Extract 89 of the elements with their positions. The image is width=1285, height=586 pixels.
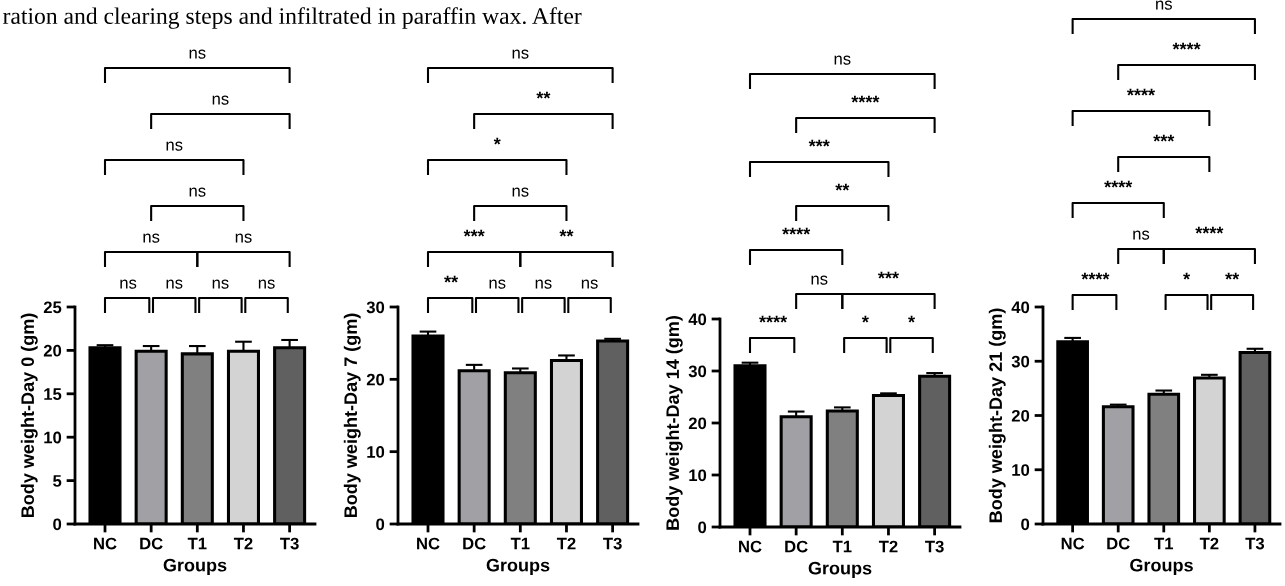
text: ns [489,279,506,289]
text: * [493,137,501,145]
x-tick-label: T1 [187,537,207,550]
text: ns [189,187,206,197]
x-tick-label: T2 [556,537,576,550]
text: *** [808,139,830,147]
x-axis-title: Groups [163,558,227,576]
text: ns [512,187,529,197]
y-tick-label: 40 [1011,301,1030,314]
y-tick-label: 15 [44,388,62,400]
text: ns [834,55,851,65]
text: **** [1104,180,1133,188]
x-tick-label: NC [417,537,440,550]
x-axis-title: Groups [808,561,872,579]
y-tick-label: 10 [44,431,62,444]
x-tick-label: T1 [1154,537,1174,550]
y-tick-label: 0 [1021,518,1030,531]
y-tick-label: 20 [366,373,385,386]
x-axis-title: Groups [1130,558,1193,576]
y-tick-label: 25 [43,301,62,314]
x-tick-label: DC [1107,537,1130,550]
text: ns [143,233,160,243]
x-tick-label: T2 [878,540,898,553]
y-tick-label: 10 [689,469,707,482]
text: ration and clearing steps and infiltrated in paraffin wax. After [3,7,582,29]
y-tick-label: 20 [688,417,707,430]
y-axis-title: Body weight-Day 21 (gm) [988,308,1006,523]
text: * [1183,272,1191,280]
x-axis-title: Groups [486,558,550,576]
x-tick-label: DC [785,540,808,553]
text: *** [877,271,899,279]
text: **** [1081,272,1110,280]
x-tick-label: T3 [1245,537,1265,550]
text: ** [1225,272,1240,280]
text: ns [120,279,137,289]
text: *** [1153,134,1175,142]
text: ns [212,95,229,105]
y-tick-label: 10 [1012,464,1030,476]
y-tick-label: 40 [688,313,707,326]
text: **** [851,95,880,103]
y-tick-label: 20 [1011,409,1030,422]
x-tick-label: T1 [510,537,530,550]
text: ns [1133,230,1150,240]
y-axis-title: Body weight-Day 14 (gm) [665,316,683,530]
x-tick-label: T3 [280,537,299,550]
y-tick-label: 0 [698,521,707,534]
text: *** [463,229,485,237]
y-tick-label: 0 [376,518,385,531]
text: ** [444,275,459,283]
x-tick-label: T3 [925,540,944,553]
x-tick-label: T2 [1199,537,1219,550]
y-tick-label: 30 [1011,355,1030,368]
y-tick-label: 5 [53,475,62,487]
y-tick-label: 30 [688,365,707,378]
text: **** [1172,42,1201,50]
x-tick-label: NC [739,540,762,553]
annotation: **** [759,315,788,323]
text: ns [212,279,229,289]
y-axis-title: Body weight-Day 0 (gm) [20,313,38,518]
text: ns [258,279,275,289]
x-tick-label: DC [140,537,163,550]
x-tick-label: DC [463,537,486,550]
text: ns [581,279,598,289]
x-tick-label: NC [94,537,117,550]
text: **** [782,227,811,235]
text: **** [1195,226,1224,234]
y-tick-label: 10 [367,446,385,458]
y-axis-title: Body weight-Day 7 (gm) [343,313,361,518]
x-tick-label: T3 [603,537,622,550]
text: ns [235,233,252,243]
x-tick-label: T1 [832,540,852,553]
x-tick-label: NC [1061,537,1085,550]
y-tick-label: 30 [366,301,385,314]
text: ns [166,141,183,151]
text: ns [166,279,183,289]
y-tick-label: 0 [53,518,62,531]
text: ns [535,279,552,289]
text: ns [512,49,529,59]
annotation: * [908,315,916,323]
text: ** [536,91,551,99]
text: **** [1126,88,1156,96]
text: ns [189,49,206,59]
text: ** [559,229,574,237]
annotation: * [861,315,869,323]
y-tick-label: 20 [43,344,62,357]
text: ns [1156,0,1172,10]
text: ns [811,275,828,285]
text: ** [835,183,850,191]
x-tick-label: T2 [233,537,253,550]
